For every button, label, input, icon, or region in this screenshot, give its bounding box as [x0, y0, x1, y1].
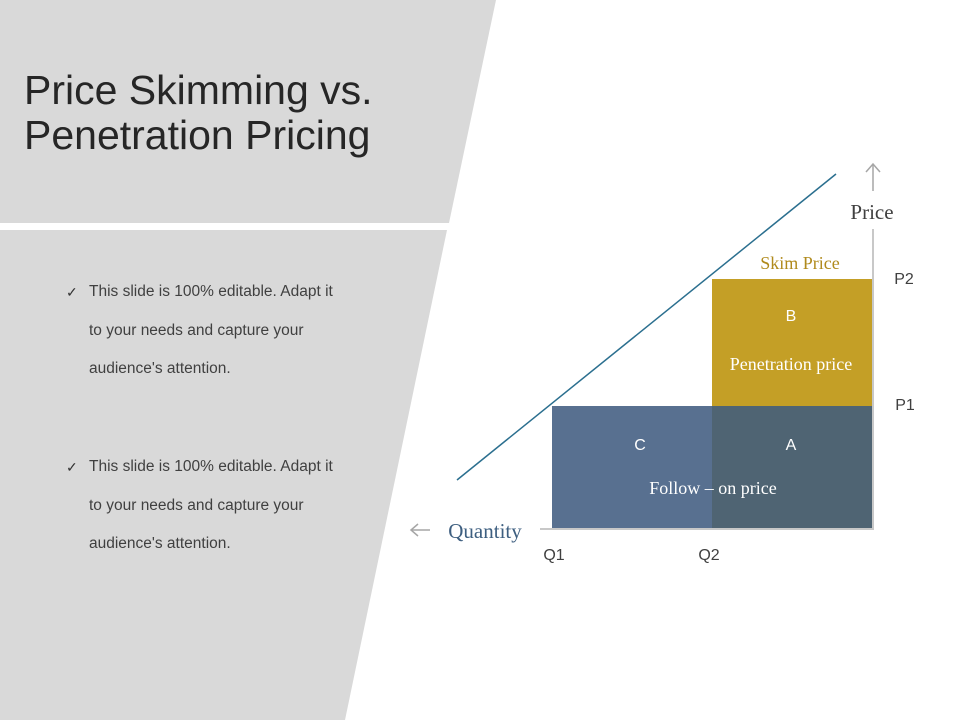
demand-line — [456, 173, 837, 481]
bullet-line: This slide is 100% editable. Adapt it — [89, 458, 333, 475]
title-panel — [0, 0, 496, 223]
follow-on-price-label: Follow – on price — [649, 478, 777, 498]
q2-label: Q2 — [698, 547, 719, 564]
box-a-label: A — [786, 437, 797, 454]
bullet-line: to your needs and capture your — [89, 321, 304, 339]
skim-price-label: Skim Price — [760, 253, 840, 273]
left-arrow-icon — [409, 523, 430, 537]
box-c — [552, 406, 712, 529]
price-axis-label: Price — [850, 200, 893, 224]
box-b-label: B — [786, 308, 797, 325]
content-panel — [0, 230, 447, 720]
box-b — [712, 279, 873, 406]
bullet-item: ✓ This slide is 100% editable. Adapt it … — [66, 448, 366, 564]
bullet-line: to your needs and capture your — [89, 496, 304, 514]
up-arrow-icon — [865, 162, 881, 191]
bullet-line: audience's attention. — [89, 360, 231, 377]
quantity-axis-label: Quantity — [448, 519, 522, 543]
checkmark-icon: ✓ — [66, 459, 78, 475]
p2-label: P2 — [894, 271, 914, 288]
page-title: Price Skimming vs. Penetration Pricing — [24, 68, 444, 158]
title-line-2: Penetration Pricing — [24, 112, 371, 158]
title-line-1: Price Skimming vs. — [24, 67, 373, 113]
q1-label: Q1 — [543, 547, 564, 564]
box-a — [712, 406, 873, 529]
bullet-line: audience's attention. — [89, 535, 231, 552]
penetration-price-label: Penetration price — [730, 354, 852, 374]
box-c-label: C — [634, 437, 646, 454]
checkmark-icon: ✓ — [66, 284, 78, 300]
bullet-line: This slide is 100% editable. Adapt it — [89, 283, 333, 300]
p1-label: P1 — [895, 397, 915, 414]
bullet-item: ✓ This slide is 100% editable. Adapt it … — [66, 273, 366, 389]
